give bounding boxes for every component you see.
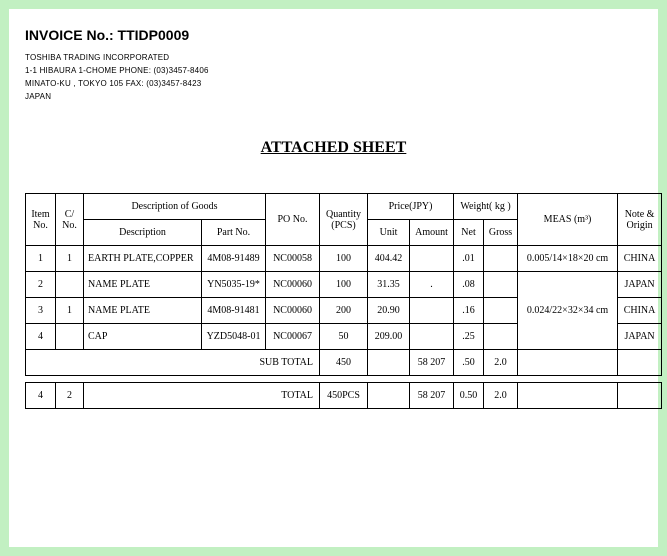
cell-po: NC00058 <box>266 246 320 272</box>
cell-net: .16 <box>454 298 484 324</box>
cell-item: 2 <box>26 272 56 298</box>
cell-po: NC00067 <box>266 324 320 350</box>
cell-qty: 100 <box>320 272 368 298</box>
cell-po: NC00060 <box>266 272 320 298</box>
cell-unit: 209.00 <box>368 324 410 350</box>
subtotal-net: .50 <box>454 350 484 376</box>
cell-gross <box>484 272 518 298</box>
cell-item: 4 <box>26 324 56 350</box>
cell-desc: NAME PLATE <box>84 298 202 324</box>
goods-table: Item No. C/ No. Description of Goods PO … <box>25 193 662 376</box>
cell-qty: 200 <box>320 298 368 324</box>
subtotal-note <box>618 350 662 376</box>
subtotal-row: SUB TOTAL 450 58 207 .50 2.0 <box>26 350 662 376</box>
th-c-no: C/ No. <box>56 194 84 246</box>
cell-net: .08 <box>454 272 484 298</box>
th-item-no: Item No. <box>26 194 56 246</box>
cell-unit: 404.42 <box>368 246 410 272</box>
cell-gross <box>484 324 518 350</box>
cell-cno: 1 <box>56 246 84 272</box>
th-net: Net <box>454 220 484 246</box>
total-amount: 58 207 <box>410 383 454 409</box>
subtotal-label: SUB TOTAL <box>26 350 320 376</box>
total-qty: 450PCS <box>320 383 368 409</box>
cell-item: 1 <box>26 246 56 272</box>
total-table: 4 2 TOTAL 450PCS 58 207 0.50 2.0 <box>25 382 662 409</box>
total-meas <box>518 383 618 409</box>
cell-part: 4M08-91489 <box>202 246 266 272</box>
cell-net: .25 <box>454 324 484 350</box>
total-unit <box>368 383 410 409</box>
cell-item: 3 <box>26 298 56 324</box>
cell-note: CHINA <box>618 298 662 324</box>
th-note: Note & Origin <box>618 194 662 246</box>
cell-part: YZD5048-01 <box>202 324 266 350</box>
th-amount: Amount <box>410 220 454 246</box>
table-header-row-1: Item No. C/ No. Description of Goods PO … <box>26 194 662 220</box>
cell-cno: 1 <box>56 298 84 324</box>
th-meas: MEAS (m³) <box>518 194 618 246</box>
subtotal-gross: 2.0 <box>484 350 518 376</box>
total-note <box>618 383 662 409</box>
cell-meas: 0.024/22×32×34 cm <box>518 272 618 350</box>
total-item: 4 <box>26 383 56 409</box>
subtotal-amount: 58 207 <box>410 350 454 376</box>
th-unit: Unit <box>368 220 410 246</box>
cell-meas: 0.005/14×18×20 cm <box>518 246 618 272</box>
th-gross: Gross <box>484 220 518 246</box>
th-weight: Weight( kg ) <box>454 194 518 220</box>
total-gross: 2.0 <box>484 383 518 409</box>
cell-cno <box>56 324 84 350</box>
total-label: TOTAL <box>84 383 320 409</box>
total-cno: 2 <box>56 383 84 409</box>
th-po-no: PO No. <box>266 194 320 246</box>
cell-po: NC00060 <box>266 298 320 324</box>
th-description: Description <box>84 220 202 246</box>
subtotal-meas <box>518 350 618 376</box>
company-name: TOSHIBA TRADING INCORPORATED <box>25 53 642 62</box>
cell-gross <box>484 298 518 324</box>
address-line-1: 1-1 HIBAURA 1-CHOME PHONE: (03)3457-8406 <box>25 66 642 75</box>
cell-unit: 20.90 <box>368 298 410 324</box>
cell-desc: CAP <box>84 324 202 350</box>
invoice-number: INVOICE No.: TTIDP0009 <box>25 27 642 43</box>
invoice-page: INVOICE No.: TTIDP0009 TOSHIBA TRADING I… <box>8 8 659 548</box>
cell-amount <box>410 298 454 324</box>
table-row: 1 1 EARTH PLATE,COPPER 4M08-91489 NC0005… <box>26 246 662 272</box>
table-row: 2 NAME PLATE YN5035-19* NC00060 100 31.3… <box>26 272 662 298</box>
address-line-2: MINATO-KU , TOKYO 105 FAX: (03)3457-8423 <box>25 79 642 88</box>
subtotal-unit <box>368 350 410 376</box>
cell-amount: . <box>410 272 454 298</box>
cell-qty: 100 <box>320 246 368 272</box>
th-part-no: Part No. <box>202 220 266 246</box>
cell-gross <box>484 246 518 272</box>
cell-net: .01 <box>454 246 484 272</box>
cell-note: JAPAN <box>618 324 662 350</box>
cell-desc: EARTH PLATE,COPPER <box>84 246 202 272</box>
cell-part: YN5035-19* <box>202 272 266 298</box>
total-net: 0.50 <box>454 383 484 409</box>
cell-amount <box>410 246 454 272</box>
subtotal-qty: 450 <box>320 350 368 376</box>
cell-amount <box>410 324 454 350</box>
cell-note: CHINA <box>618 246 662 272</box>
cell-unit: 31.35 <box>368 272 410 298</box>
th-price: Price(JPY) <box>368 194 454 220</box>
cell-note: JAPAN <box>618 272 662 298</box>
sheet-title: ATTACHED SHEET <box>25 139 642 157</box>
total-row: 4 2 TOTAL 450PCS 58 207 0.50 2.0 <box>26 383 662 409</box>
cell-part: 4M08-91481 <box>202 298 266 324</box>
cell-cno <box>56 272 84 298</box>
th-qty: Quantity (PCS) <box>320 194 368 246</box>
cell-desc: NAME PLATE <box>84 272 202 298</box>
th-desc-goods: Description of Goods <box>84 194 266 220</box>
country: JAPAN <box>25 92 642 101</box>
cell-qty: 50 <box>320 324 368 350</box>
